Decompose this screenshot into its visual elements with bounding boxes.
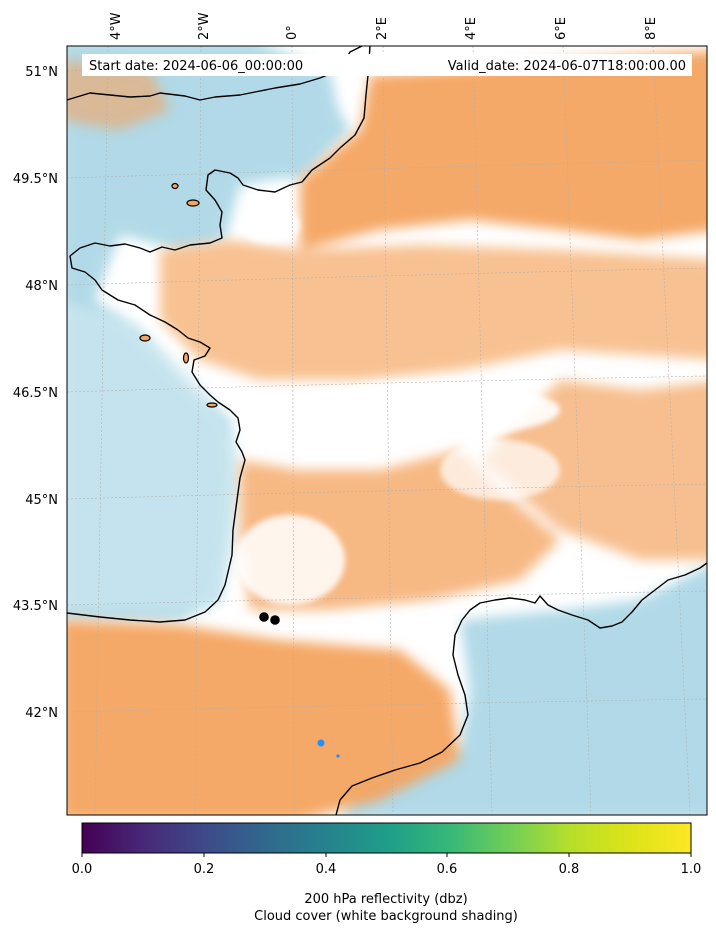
meridian-2e: [382, 46, 394, 815]
meridian-6e: [562, 46, 592, 815]
longitude-labels: 4°W 2°W 0° 2°E 4°E 6°E 8°E: [109, 12, 659, 40]
coastline-spain-east: [335, 619, 469, 815]
clear-gap-loire: [280, 382, 560, 438]
map-panel: Start date: 2024-06-06_00:00:00 Valid_da…: [67, 46, 707, 815]
cloud-clear-gaps: [235, 207, 560, 605]
meridian-0: [291, 46, 295, 815]
islands: [139, 182, 218, 408]
parallel-46-5n: [67, 375, 707, 393]
colorbar-label-line1: 200 hPa reflectivity (dbz): [304, 892, 467, 907]
lon-label-0: 0°: [285, 25, 300, 40]
lon-label-2w: 2°W: [197, 12, 212, 40]
colorbar-tick-label-0: 0.0: [72, 862, 93, 877]
colorbar-tick-label-4: 0.8: [559, 862, 580, 877]
colorbar-tick-label-1: 0.2: [194, 862, 215, 877]
lat-label-48n: 48°N: [25, 279, 58, 294]
island-jersey: [186, 199, 200, 207]
header-box: [82, 54, 692, 76]
sea-cloud-mediterranean: [342, 566, 707, 815]
lat-label-45n: 45°N: [25, 493, 58, 508]
start-date-label: Start date: 2024-06-06_00:00:00: [89, 59, 303, 74]
meridian-4e: [472, 46, 493, 815]
parallel-42n: [67, 698, 707, 713]
lat-label-46-5n: 46.5°N: [13, 386, 58, 401]
colorbar-ticks: [81, 853, 692, 857]
gridlines: [67, 46, 707, 815]
colorbar-gradient: [81, 822, 692, 854]
cloud-spain: [67, 620, 460, 815]
cloud-central: [160, 240, 707, 380]
island-guernsey: [171, 182, 179, 190]
valid-date-label: Valid_date: 2024-06-07T18:00:00.00: [448, 59, 686, 74]
island-re: [206, 402, 218, 408]
colorbar-tick-label-5: 1.0: [681, 862, 702, 877]
map-frame: [66, 45, 708, 816]
clear-gap-southwest: [235, 515, 345, 605]
lon-label-4w: 4°W: [109, 12, 124, 40]
markers: [259, 612, 340, 758]
marker-blue-1: [317, 739, 325, 747]
marker-black-1: [259, 612, 269, 622]
parallel-48n: [67, 267, 707, 286]
meridian-4w: [94, 46, 109, 815]
lon-label-6e: 6°E: [554, 17, 569, 40]
latitude-labels: 51°N 49.5°N 48°N 46.5°N 45°N 43.5°N 42°N: [13, 65, 58, 721]
parallel-45n: [67, 483, 707, 500]
colorbar-tick-label-3: 0.6: [437, 862, 458, 877]
lat-label-51n: 51°N: [25, 65, 58, 80]
parallel-43-5n: [67, 590, 707, 606]
colorbar: 0.0 0.2 0.4 0.6 0.8 1.0 200 hPa reflecti…: [72, 822, 702, 924]
sea-cloud-channel: [150, 95, 350, 180]
clear-gap-normandy: [240, 207, 300, 243]
island-belle-ile: [139, 334, 151, 342]
lat-label-42n: 42°N: [25, 706, 58, 721]
coastline-france-north: [67, 46, 371, 623]
colorbar-label-line2: Cloud cover (white background shading): [254, 909, 518, 924]
lat-label-43-5n: 43.5°N: [13, 599, 58, 614]
clear-gap-center: [440, 440, 560, 500]
lon-label-4e: 4°E: [464, 17, 479, 40]
cloud-north: [300, 50, 707, 250]
parallel-49-5n: [67, 159, 707, 179]
lon-label-8e: 8°E: [644, 17, 659, 40]
colorbar-tick-label-2: 0.4: [316, 862, 337, 877]
coastlines: [67, 46, 707, 815]
island-noirmoutier: [182, 352, 190, 364]
marker-black-2: [270, 615, 280, 625]
lat-label-49-5n: 49.5°N: [13, 172, 58, 187]
marker-blue-2: [336, 754, 340, 758]
coastline-med-france: [461, 562, 707, 629]
meridian-8e: [652, 46, 691, 815]
lon-label-2e: 2°E: [375, 17, 390, 40]
